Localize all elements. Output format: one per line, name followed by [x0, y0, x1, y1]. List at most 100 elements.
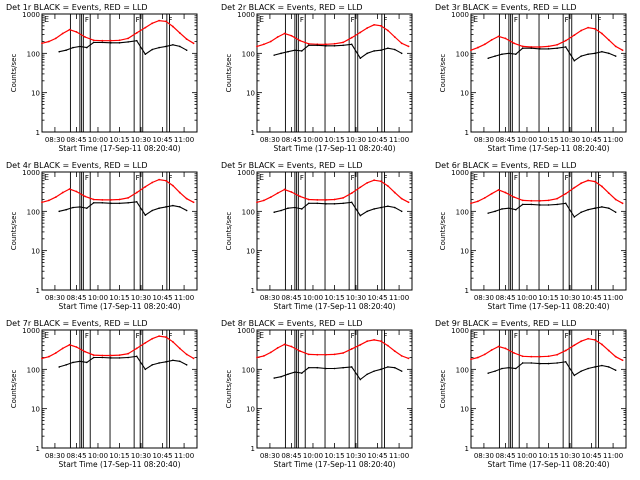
- y-axis-title: Counts/sec: [439, 212, 447, 251]
- x-tick-label: 08:45: [495, 136, 515, 144]
- lld-point: [299, 195, 301, 198]
- lld-point: [178, 191, 181, 194]
- lld-point: [607, 192, 610, 195]
- marker-flag: F: [597, 332, 601, 340]
- lld-point: [470, 358, 472, 361]
- lld-point: [497, 189, 500, 191]
- lld-point: [118, 354, 121, 357]
- events-point: [547, 204, 550, 206]
- events-point: [158, 207, 160, 210]
- panel-9: Det 9r BLACK = Events, RED = LLD 1 10 100 10…: [435, 319, 627, 469]
- corner-label: E: [473, 15, 478, 24]
- lld-point: [185, 197, 188, 200]
- lld-point: [165, 20, 167, 23]
- x-tick-label: 08:30: [260, 452, 280, 460]
- events-point: [294, 49, 296, 52]
- y-tick-label: 100: [456, 208, 469, 216]
- x-tick-label: 08:30: [474, 136, 494, 144]
- events-point: [325, 367, 327, 370]
- x-tick-label: 10:15: [324, 294, 344, 302]
- y-tick-label: 10: [460, 406, 469, 414]
- lld-point: [573, 186, 576, 189]
- events-point: [127, 356, 129, 359]
- events-point: [508, 52, 510, 55]
- corner-label: E: [44, 331, 49, 340]
- lld-point: [75, 31, 78, 33]
- x-tick-label: 10:45: [152, 294, 172, 302]
- x-tick-label: 10:30: [346, 452, 366, 460]
- lld-point: [324, 43, 327, 46]
- events-point: [487, 212, 490, 214]
- lld-point: [276, 347, 279, 349]
- x-axis-title: Start Time (17-Sep-11 08:20:40): [274, 302, 396, 311]
- y-axis-title: Counts/sec: [439, 54, 447, 93]
- lld-point: [621, 49, 624, 52]
- x-tick-label: 10:30: [560, 294, 580, 302]
- x-tick-label: 10:30: [131, 452, 151, 460]
- marker-flag: F: [383, 332, 387, 340]
- events-point: [172, 359, 174, 362]
- marker-flag: F: [85, 174, 89, 182]
- lld-point: [380, 340, 382, 343]
- lld-point: [158, 19, 161, 22]
- x-tick-label: 10:45: [581, 452, 601, 460]
- events-point: [501, 53, 503, 56]
- lld-point: [109, 39, 112, 42]
- lld-point: [407, 45, 410, 48]
- lld-point: [594, 27, 596, 30]
- events-point: [587, 208, 589, 211]
- events-point: [72, 46, 74, 49]
- events-point: [333, 203, 336, 205]
- events-point: [387, 205, 389, 208]
- lld-point: [276, 192, 279, 195]
- events-point: [127, 41, 129, 43]
- events-point: [280, 52, 282, 55]
- lld-point: [504, 191, 507, 194]
- lld-point: [621, 202, 624, 205]
- events-point: [494, 55, 496, 57]
- lld-point: [68, 343, 71, 346]
- y-axis-title: Counts/sec: [10, 370, 18, 409]
- x-tick-label: 10:30: [346, 136, 366, 144]
- events-point: [350, 366, 353, 368]
- x-tick-label: 10:00: [517, 136, 537, 144]
- lld-point: [400, 42, 403, 45]
- lld-point: [342, 352, 345, 354]
- lld-point: [521, 45, 524, 48]
- lld-point: [283, 188, 286, 191]
- y-tick-label: 1: [36, 445, 40, 453]
- events-point: [393, 206, 396, 209]
- events-point: [521, 203, 524, 206]
- x-tick-label: 08:45: [281, 136, 301, 144]
- lld-point: [483, 43, 486, 46]
- events-point: [514, 367, 517, 370]
- lld-point: [54, 37, 57, 40]
- events-point: [387, 366, 389, 368]
- lld-point: [262, 199, 265, 202]
- x-tick-label: 10:45: [367, 452, 387, 460]
- marker-flag: F: [136, 174, 140, 182]
- lld-series-line: [41, 178, 194, 203]
- x-tick-label: 08:45: [281, 452, 301, 460]
- lld-point: [513, 196, 515, 199]
- lld-point: [165, 179, 167, 182]
- events-point: [151, 209, 154, 212]
- x-axis-title: Start Time (17-Sep-11 08:20:40): [59, 302, 181, 311]
- lld-point: [547, 355, 550, 358]
- x-tick-label: 10:45: [581, 294, 601, 302]
- y-tick-label: 10: [31, 248, 40, 256]
- events-point: [614, 369, 617, 372]
- x-axis-title: Start Time (17-Sep-11 08:20:40): [59, 460, 181, 469]
- panel-title: Det 2r BLACK = Events, RED = LLD: [221, 3, 363, 12]
- lld-point: [380, 24, 382, 27]
- events-point: [79, 45, 81, 48]
- x-tick-label: 10:15: [538, 136, 558, 144]
- events-point: [72, 361, 74, 364]
- panel-title: Det 8r BLACK = Events, RED = LLD: [221, 319, 363, 328]
- events-point: [573, 216, 576, 218]
- events-point: [564, 46, 567, 48]
- lld-point: [47, 355, 50, 358]
- x-tick-label: 10:45: [152, 452, 172, 460]
- lld-point: [262, 43, 265, 46]
- events-point: [614, 211, 617, 214]
